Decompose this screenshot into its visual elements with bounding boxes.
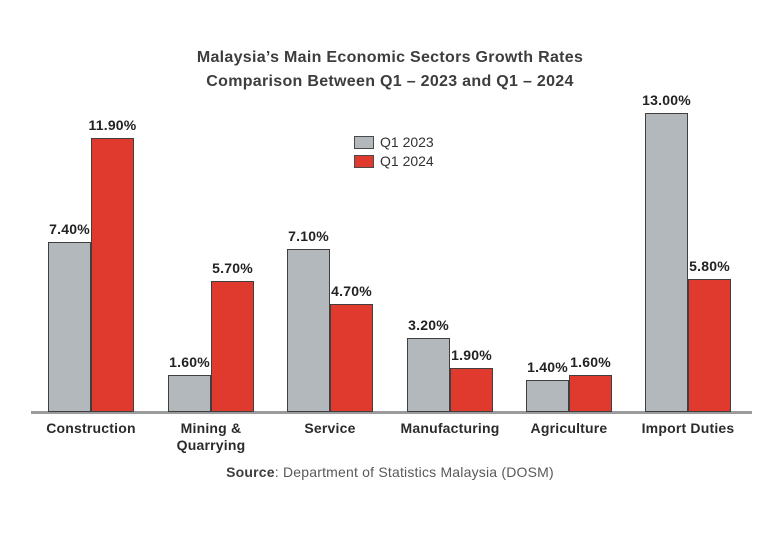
bar-value-label-q1-2023-import-duties: 13.00% (642, 92, 691, 108)
category-label-agriculture: Agriculture (530, 420, 608, 436)
bar-value-label-q1-2024-agriculture: 1.60% (570, 354, 611, 371)
bar-q1-2023-manufacturing (407, 338, 450, 412)
bar-value-label-q1-2024-manufacturing: 1.90% (451, 347, 492, 364)
legend-item-q1-2024: Q1 2024 (354, 153, 434, 169)
chart-title: Malaysia’s Main Economic Sectors Growth … (196, 49, 584, 66)
bar-value-label-q1-2023-agriculture: 1.40% (527, 358, 568, 375)
bar-value-label-q1-2024-import-duties: 5.80% (689, 257, 730, 274)
bar-q1-2024-construction (91, 138, 134, 412)
category-label-service: Service (304, 420, 356, 436)
bar-value-label-q1-2023-manufacturing: 3.20% (408, 317, 449, 334)
bar-q1-2023-construction (48, 241, 91, 412)
category-label-import-duties: Import Duties (641, 420, 735, 436)
category-label-mining-quarrying: Mining & Quarrying (176, 420, 246, 453)
bar-q1-2023-agriculture (526, 379, 569, 412)
bar-q1-2024-import-duties (688, 278, 731, 412)
bar-value-label-q1-2023-service: 7.10% (288, 227, 329, 244)
category-label-manufacturing: Manufacturing (400, 420, 500, 436)
bar-q1-2024-manufacturing (450, 368, 493, 412)
category-label-construction: Construction (46, 420, 136, 436)
legend-swatch-q1-2023 (354, 135, 374, 149)
bar-q1-2024-service (330, 303, 373, 412)
legend-label: Q1 2024 (380, 153, 434, 169)
source-label: Source (226, 464, 275, 480)
x-axis-line (31, 411, 752, 414)
bar-value-label-q1-2024-construction: 11.90% (88, 117, 137, 134)
bar-q1-2023-service (287, 248, 330, 412)
bar-q1-2023-import-duties (645, 113, 688, 412)
source-text: : Department of Statistics Malaysia (DOS… (274, 464, 554, 480)
legend: Q1 2023 Q1 2024 (354, 134, 434, 169)
legend-item-q1-2023: Q1 2023 (354, 134, 434, 150)
bar-value-label-q1-2023-construction: 7.40% (49, 220, 90, 237)
bar-q1-2024-agriculture (569, 375, 612, 412)
bar-value-label-q1-2023-mining-quarrying: 1.60% (169, 354, 210, 371)
bar-q1-2024-mining-quarrying (211, 280, 254, 412)
bar-q1-2023-mining-quarrying (168, 375, 211, 412)
legend-label: Q1 2023 (380, 134, 434, 150)
bar-value-label-q1-2024-mining-quarrying: 5.70% (212, 259, 253, 276)
bar-value-label-q1-2024-service: 4.70% (331, 282, 372, 299)
source-note: Source: Department of Statistics Malaysi… (0, 464, 780, 480)
chart-subtitle: Comparison Between Q1 – 2023 and Q1 – 20… (206, 73, 574, 90)
legend-swatch-q1-2024 (354, 154, 374, 168)
